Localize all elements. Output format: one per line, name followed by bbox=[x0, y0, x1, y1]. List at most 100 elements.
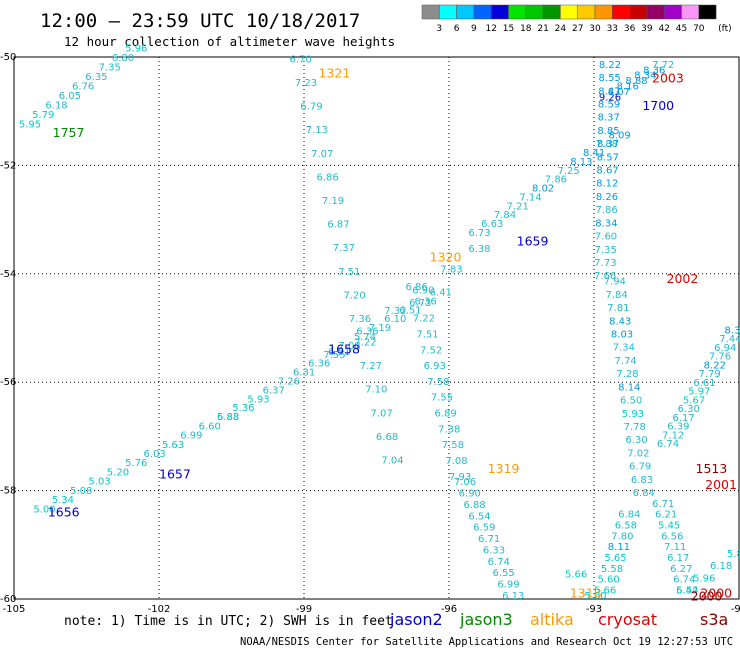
colorbar-swatch bbox=[612, 4, 630, 20]
x-tick-label: -105 bbox=[3, 604, 26, 615]
wave-height-value: 6.31 bbox=[293, 368, 315, 379]
colorbar-label: 9 bbox=[471, 24, 477, 34]
wave-height-value: 5.52 bbox=[676, 586, 698, 597]
track-jason2-1700: 9.268.078.168.888.348.367.72 1700 bbox=[599, 60, 674, 113]
wave-height-value: 8.43 bbox=[609, 316, 631, 327]
x-tick-label: -102 bbox=[148, 604, 171, 615]
wave-height-value: 6.68 bbox=[376, 432, 398, 443]
wave-height-value: 5.79 bbox=[32, 110, 54, 121]
track-time-label: 1320 bbox=[430, 250, 462, 265]
track-altika-1320: 6.86 6.73 7.22 7.51 7.52 6.93 7.58 7.55 6.89 7.38… bbox=[406, 250, 472, 483]
wave-height-value: 7.83 bbox=[440, 265, 462, 276]
wave-height-value: 7.02 bbox=[627, 448, 649, 459]
wave-height-value: 7.84 bbox=[494, 210, 516, 221]
wave-height-value: 6.18 bbox=[45, 100, 67, 111]
wave-height-value: 9.26 bbox=[599, 92, 621, 103]
colorbar-swatch bbox=[681, 4, 700, 20]
wave-height-value: 6.38 bbox=[468, 244, 490, 255]
colorbar-legend: 3 6 9 12 15 18 21 24 27 30 33 36 39 42 45 70 (ft) bbox=[421, 4, 732, 34]
colorbar-label: 33 bbox=[607, 24, 618, 34]
wave-height-value: 6.73 bbox=[409, 298, 431, 309]
wave-height-value: 5.58 bbox=[601, 564, 623, 575]
wave-height-value: 5.65 bbox=[604, 553, 626, 564]
wave-height-value: 6.35 bbox=[85, 72, 107, 83]
wave-height-value: 6.86 bbox=[406, 282, 428, 293]
wave-height-value: 7.55 bbox=[323, 350, 345, 361]
axis-ticks: -105 -102 -99 -96 -93 -90 -50 -52 -54 -56 -58 -60 bbox=[0, 52, 740, 615]
wave-height-value: 7.88 bbox=[596, 139, 618, 150]
wave-height-value: 5.20 bbox=[107, 467, 129, 478]
wave-height-value: 8.12 bbox=[596, 179, 618, 190]
wave-height-value: 7.55 bbox=[431, 393, 453, 404]
wave-height-value: 5.97 bbox=[688, 387, 710, 398]
wave-height-value: 7.21 bbox=[507, 201, 529, 212]
colorbar-swatch bbox=[560, 4, 578, 20]
wave-height-value: 5.96 bbox=[125, 44, 147, 55]
wave-height-value: 6.30 bbox=[625, 435, 647, 446]
track-time-label: 1700 bbox=[642, 98, 674, 113]
wave-height-value: 7.35 bbox=[595, 245, 617, 256]
wave-height-value: 5.36 bbox=[232, 403, 254, 414]
wave-height-value: 6.84 bbox=[618, 510, 640, 521]
colorbar-label: 30 bbox=[589, 24, 601, 34]
wave-height-value: 6.79 bbox=[629, 462, 651, 473]
track-jason2-1659: 6.736.637.847.217.148.027.867.258.138.41… bbox=[468, 130, 630, 248]
wave-height-value: 6.13 bbox=[502, 591, 524, 602]
wave-height-value: 6.86 bbox=[317, 172, 339, 183]
colorbar-unit: (ft) bbox=[718, 24, 732, 34]
track-jason2-1657: 5.885.365.936.377.266.316.367.557.085.74… bbox=[159, 287, 452, 481]
x-tick-label: -93 bbox=[586, 604, 602, 615]
wave-height-value: 7.23 bbox=[295, 78, 317, 89]
track-time-label: 1656 bbox=[48, 504, 80, 519]
track-time-label: 1319 bbox=[488, 461, 520, 476]
wave-height-value: 6.36 bbox=[414, 296, 436, 307]
wave-height-value: 8.37 bbox=[598, 113, 620, 124]
wave-height-value: 7.12 bbox=[662, 430, 684, 441]
wave-height-value: 6.89 bbox=[435, 409, 457, 420]
colorbar-swatch bbox=[456, 4, 475, 20]
colorbar-swatch bbox=[421, 4, 440, 20]
wave-height-value: 8.41 bbox=[583, 148, 605, 159]
wave-height-value: 8.34 bbox=[595, 218, 617, 229]
wave-height-value: 7.84 bbox=[605, 290, 627, 301]
x-tick-label: -96 bbox=[441, 604, 457, 615]
wave-height-value: 7.80 bbox=[611, 531, 633, 542]
wave-height-value: 8.55 bbox=[599, 73, 621, 84]
track-time-label: 1321 bbox=[319, 65, 351, 80]
legend-jason3: jason3 bbox=[459, 610, 513, 629]
wave-height-value: 5.60 bbox=[584, 591, 606, 602]
wave-height-value: 7.66 bbox=[594, 271, 616, 282]
wave-height-value: 8.3 bbox=[725, 325, 740, 336]
wave-height-value: 8.85 bbox=[597, 126, 619, 137]
wave-height-value: 5.76 bbox=[125, 458, 147, 469]
wave-height-value: 7.93 bbox=[449, 472, 471, 483]
wave-height-value: 6.33 bbox=[483, 545, 505, 556]
wave-height-value: 5.88 bbox=[727, 549, 740, 560]
wave-height-value: 7.26 bbox=[278, 377, 300, 388]
wave-height-value: 5.95 bbox=[19, 119, 41, 130]
wave-height-value: 7.22 bbox=[354, 338, 376, 349]
colorbar-swatch bbox=[577, 4, 596, 20]
wave-height-value: 7.81 bbox=[607, 303, 629, 314]
wave-height-value: 7.25 bbox=[558, 166, 580, 177]
track-altika-1319: 7.066.906.886.546.596.716.336.746.556.99… bbox=[454, 461, 525, 602]
wave-height-value: 6.63 bbox=[481, 219, 503, 230]
wave-height-value: 6.74 bbox=[673, 575, 695, 586]
wave-height-value: 7.51 bbox=[416, 329, 438, 340]
wave-height-value: 8.07 bbox=[608, 87, 630, 98]
colorbar-swatch bbox=[663, 4, 682, 20]
colorbar-label: 45 bbox=[676, 24, 687, 34]
wave-height-value: 6.03 bbox=[144, 449, 166, 460]
wave-height-value: 6.84 bbox=[633, 488, 655, 499]
wave-height-value: 7.58 bbox=[427, 377, 449, 388]
wave-height-value: 7.08 bbox=[339, 341, 361, 352]
wave-height-value: 8.11 bbox=[608, 542, 630, 553]
wave-height-value: 5.34 bbox=[52, 495, 74, 506]
colorbar-label: 39 bbox=[641, 24, 653, 34]
colorbar-swatch bbox=[646, 4, 665, 20]
wave-height-value: 7.27 bbox=[360, 361, 382, 372]
track-altika-1321: 6.70 7.23 6.79 7.13 7.07 6.86 7.19 6.87 7.37 7.51… bbox=[290, 54, 404, 466]
wave-height-value: 7.86 bbox=[545, 175, 567, 186]
track-jason3-1757: 5.955.796.186.056.766.357.356.805.96 1757 bbox=[19, 44, 148, 140]
